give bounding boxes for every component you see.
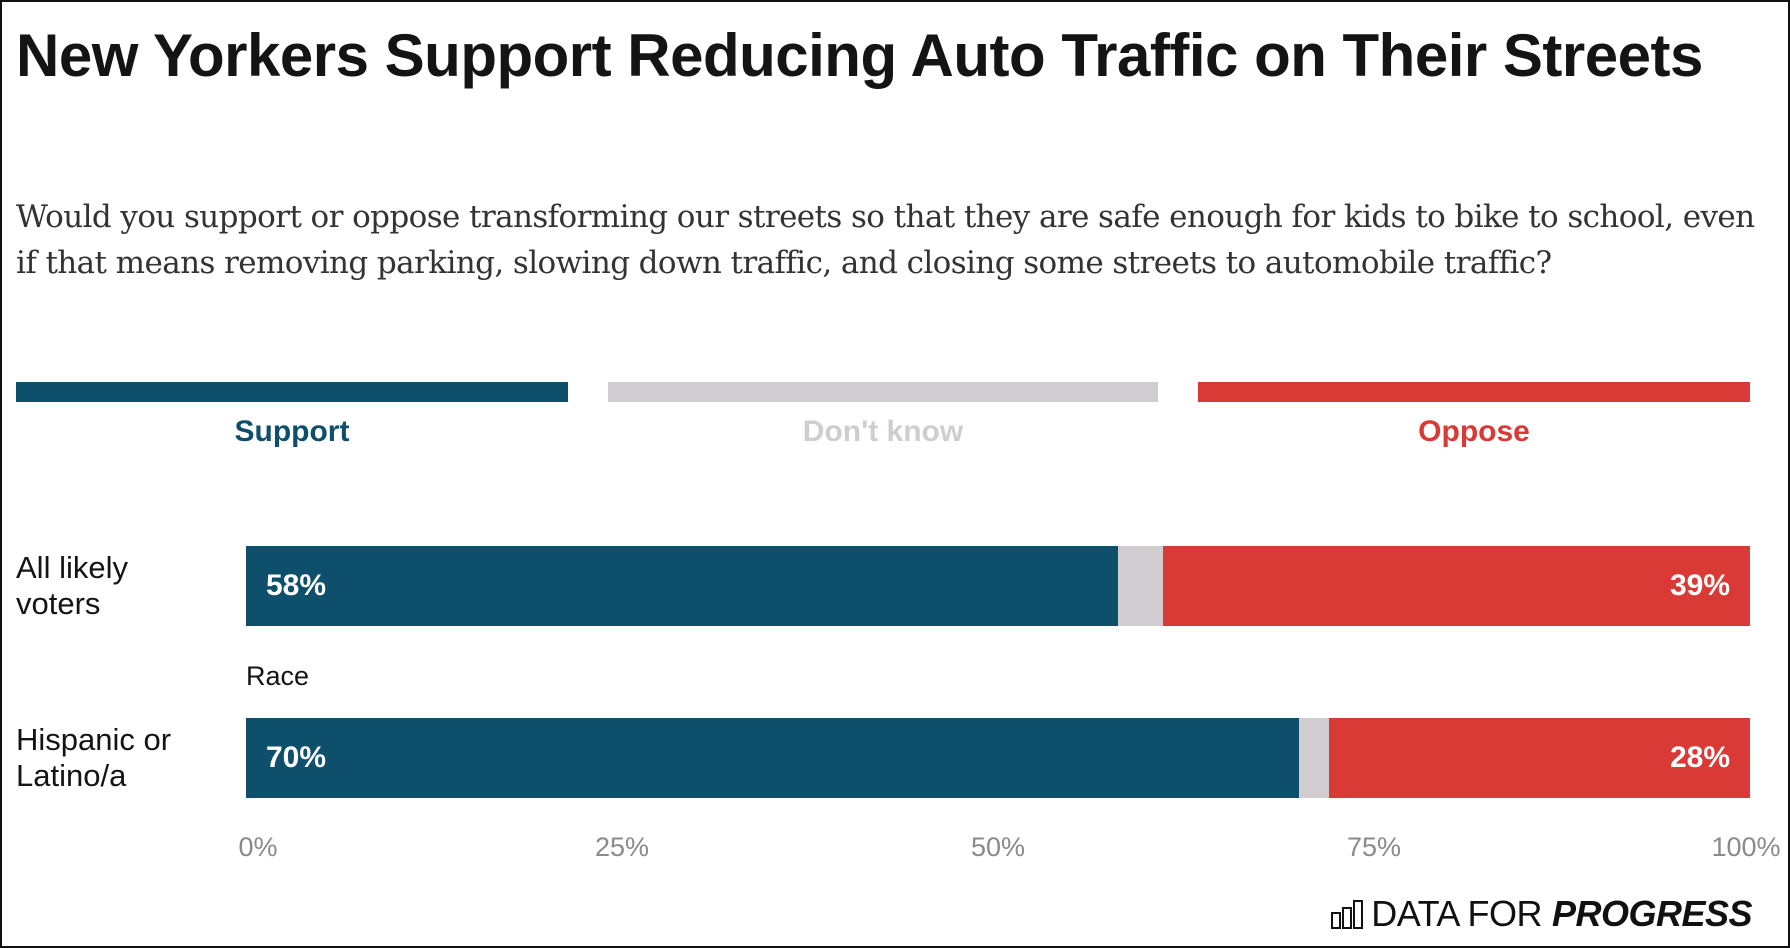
bar-row-hispanic-latino: 70% 28% (246, 718, 1750, 798)
bar-segment-dont-know (1118, 546, 1164, 626)
data-label-oppose: 39% (1669, 569, 1730, 602)
bar-row-all-likely-voters: 58% 39% (246, 546, 1750, 626)
x-tick-label: 50% (970, 832, 1026, 862)
chart-subtitle: Would you support or oppose transforming… (16, 199, 1755, 281)
row-label-hispanic-latino: Hispanic or Latino/a (16, 722, 172, 793)
x-tick-label: 25% (594, 832, 650, 862)
logo-text-data-for: DATA FOR (1371, 893, 1542, 934)
row-label-all-likely-voters: All likely voters (16, 550, 128, 621)
bar-segment-oppose (1328, 718, 1750, 798)
x-tick-label: 100% (1711, 832, 1781, 862)
group-label-race: Race (246, 661, 310, 691)
logo-text-progress: PROGRESS (1551, 893, 1753, 934)
x-tick-label: 75% (1346, 832, 1402, 862)
legend-swatch-dont-know (608, 382, 1158, 402)
bar-segment-oppose (1163, 546, 1750, 626)
legend-item-support: Support (16, 382, 568, 462)
x-tick-label: 0% (238, 832, 278, 862)
data-for-progress-logo: DATA FOR PROGRESS (1331, 893, 1753, 934)
legend-swatch-support (16, 382, 568, 402)
legend-label-support: Support (234, 415, 350, 448)
data-label-support: 70% (266, 741, 327, 774)
bar-segment-dont-know (1298, 718, 1329, 798)
legend-swatch-oppose (1198, 382, 1750, 402)
bar-chart-icon (1331, 900, 1364, 929)
chart-title: New Yorkers Support Reducing Auto Traffi… (16, 22, 1703, 89)
legend-item-dont-know: Don't know (608, 382, 1158, 462)
legend-label-oppose: Oppose (1418, 415, 1530, 448)
data-label-oppose: 28% (1669, 741, 1730, 774)
bar-segment-support (246, 546, 1119, 626)
legend-label-dont-know: Don't know (802, 415, 964, 448)
data-label-support: 58% (266, 569, 327, 602)
legend-item-oppose: Oppose (1198, 382, 1750, 462)
bar-segment-support (246, 718, 1299, 798)
